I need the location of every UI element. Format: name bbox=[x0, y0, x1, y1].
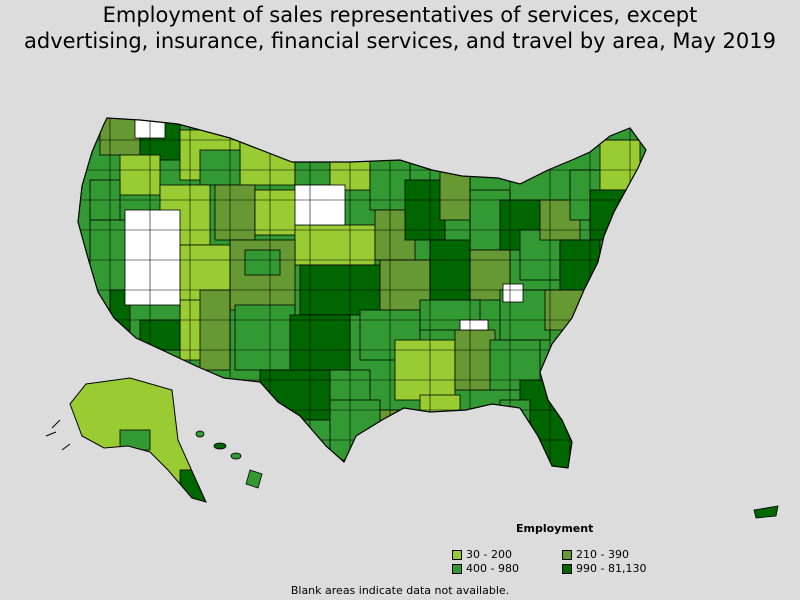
map-title: Employment of sales representatives of s… bbox=[0, 2, 800, 54]
legend-item-210-390: 210 - 390 bbox=[562, 548, 629, 561]
legend: Employment 30 - 200 400 - 980 210 - 390 … bbox=[448, 520, 668, 576]
legend-item-400-980: 400 - 980 bbox=[452, 562, 519, 575]
legend-label: 400 - 980 bbox=[466, 562, 519, 575]
legend-item-990-81130: 990 - 81,130 bbox=[562, 562, 646, 575]
alaska bbox=[70, 378, 206, 502]
legend-label: 30 - 200 bbox=[466, 548, 512, 561]
footnote: Blank areas indicate data not available. bbox=[290, 584, 510, 597]
puerto-rico bbox=[753, 505, 779, 519]
legend-label: 990 - 81,130 bbox=[576, 562, 647, 575]
legend-swatch bbox=[452, 549, 462, 560]
map-title-line-1: Employment of sales representatives of s… bbox=[102, 3, 698, 27]
legend-swatch bbox=[562, 549, 572, 560]
alaska-outline bbox=[69, 377, 207, 503]
legend-swatch bbox=[562, 563, 572, 574]
aleutian-islands bbox=[45, 419, 71, 451]
continental-us bbox=[78, 118, 646, 468]
legend-label: 210 - 390 bbox=[576, 548, 629, 561]
map-title-line-2: advertising, insurance, financial servic… bbox=[24, 29, 776, 53]
legend-swatch bbox=[452, 563, 462, 574]
legend-item-30-200: 30 - 200 bbox=[452, 548, 512, 561]
hawaii bbox=[195, 430, 263, 489]
legend-title: Employment bbox=[516, 522, 594, 535]
continental-us-outline bbox=[77, 117, 647, 469]
